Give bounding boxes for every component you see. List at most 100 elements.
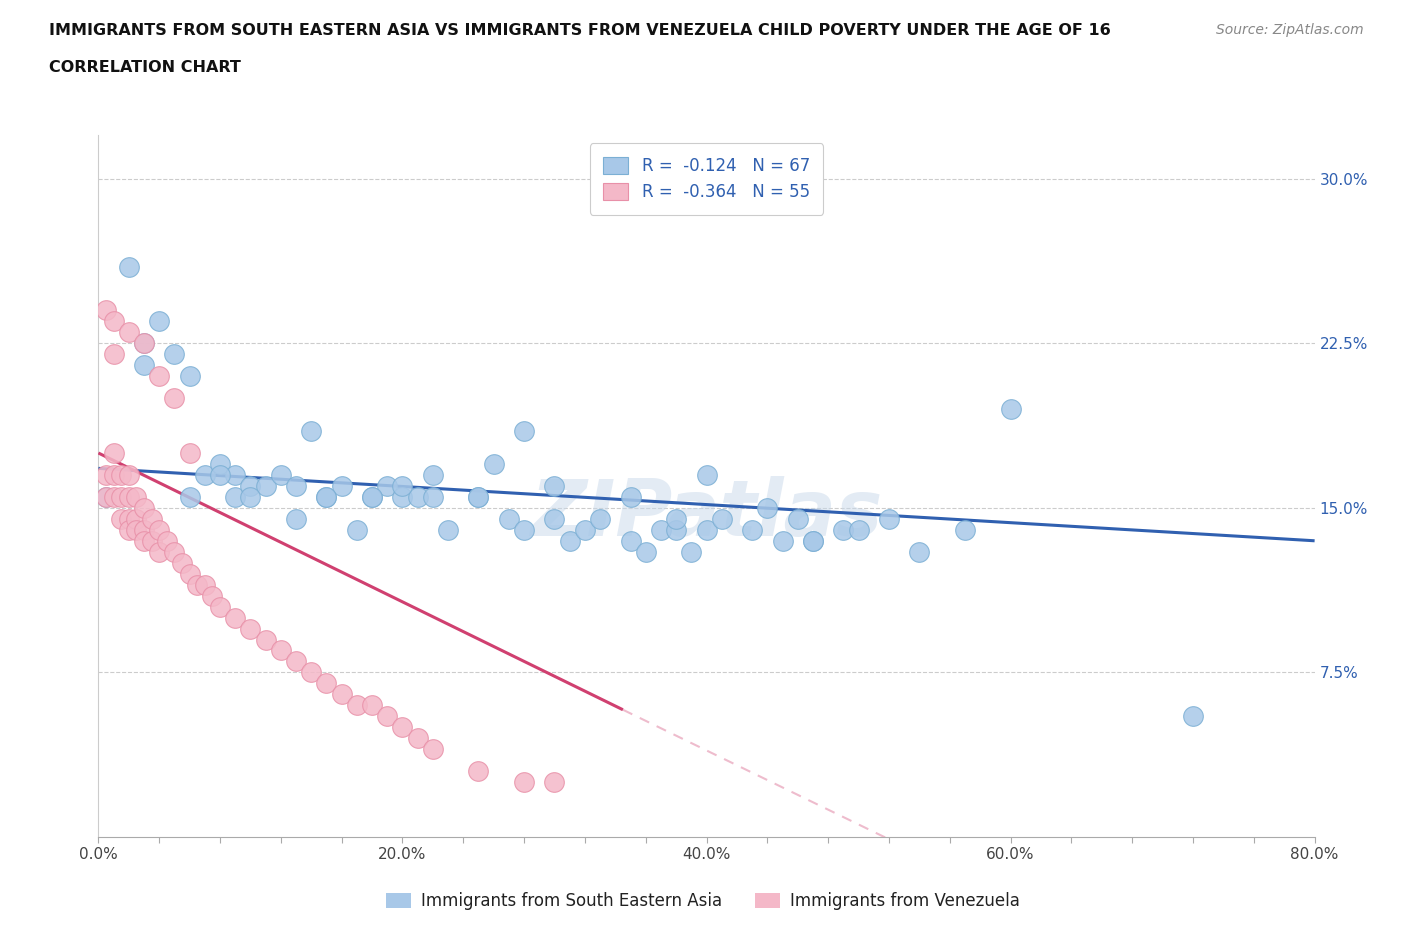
Point bbox=[953, 523, 976, 538]
Point bbox=[132, 358, 155, 373]
Point bbox=[148, 523, 170, 538]
Point bbox=[239, 489, 262, 504]
Point bbox=[285, 512, 308, 526]
Point bbox=[148, 369, 170, 384]
Point bbox=[254, 478, 277, 493]
Point bbox=[391, 720, 413, 735]
Legend: Immigrants from South Eastern Asia, Immigrants from Venezuela: Immigrants from South Eastern Asia, Immi… bbox=[380, 885, 1026, 917]
Point bbox=[391, 478, 413, 493]
Point bbox=[619, 489, 641, 504]
Point bbox=[467, 489, 489, 504]
Point bbox=[422, 742, 444, 757]
Point bbox=[665, 523, 688, 538]
Point bbox=[543, 512, 565, 526]
Point bbox=[315, 489, 337, 504]
Point bbox=[467, 489, 489, 504]
Point bbox=[148, 544, 170, 559]
Point bbox=[908, 544, 931, 559]
Point bbox=[132, 336, 155, 351]
Point bbox=[132, 500, 155, 515]
Point bbox=[239, 621, 262, 636]
Point bbox=[406, 731, 429, 746]
Point bbox=[103, 445, 125, 460]
Point bbox=[132, 523, 155, 538]
Point bbox=[186, 578, 208, 592]
Point bbox=[285, 654, 308, 669]
Point bbox=[270, 643, 292, 658]
Point bbox=[118, 325, 141, 339]
Point bbox=[179, 445, 201, 460]
Point bbox=[498, 512, 520, 526]
Point bbox=[224, 610, 246, 625]
Point bbox=[391, 489, 413, 504]
Point bbox=[315, 676, 337, 691]
Point bbox=[156, 533, 179, 548]
Point bbox=[589, 512, 612, 526]
Point bbox=[482, 457, 505, 472]
Point bbox=[132, 336, 155, 351]
Point bbox=[1000, 402, 1022, 417]
Point bbox=[543, 775, 565, 790]
Point bbox=[299, 424, 322, 439]
Point bbox=[118, 523, 141, 538]
Point bbox=[94, 489, 117, 504]
Point bbox=[209, 599, 232, 614]
Text: Source: ZipAtlas.com: Source: ZipAtlas.com bbox=[1216, 23, 1364, 37]
Point bbox=[201, 588, 224, 603]
Point bbox=[558, 533, 581, 548]
Point bbox=[406, 489, 429, 504]
Point bbox=[179, 566, 201, 581]
Text: ZIPatlas: ZIPatlas bbox=[530, 476, 883, 552]
Point bbox=[619, 533, 641, 548]
Point bbox=[224, 489, 246, 504]
Point bbox=[665, 512, 688, 526]
Point bbox=[148, 314, 170, 329]
Point bbox=[170, 555, 193, 570]
Point bbox=[696, 523, 718, 538]
Text: IMMIGRANTS FROM SOUTH EASTERN ASIA VS IMMIGRANTS FROM VENEZUELA CHILD POVERTY UN: IMMIGRANTS FROM SOUTH EASTERN ASIA VS IM… bbox=[49, 23, 1111, 38]
Point bbox=[270, 468, 292, 483]
Point bbox=[741, 523, 763, 538]
Point bbox=[346, 698, 368, 712]
Point bbox=[125, 523, 148, 538]
Point bbox=[94, 489, 117, 504]
Point bbox=[801, 533, 824, 548]
Point bbox=[132, 533, 155, 548]
Text: CORRELATION CHART: CORRELATION CHART bbox=[49, 60, 240, 75]
Point bbox=[94, 468, 117, 483]
Point bbox=[103, 314, 125, 329]
Point bbox=[209, 457, 232, 472]
Point bbox=[285, 478, 308, 493]
Point bbox=[361, 489, 384, 504]
Point bbox=[179, 369, 201, 384]
Point bbox=[118, 512, 141, 526]
Point bbox=[513, 775, 536, 790]
Point bbox=[375, 709, 398, 724]
Point bbox=[118, 259, 141, 274]
Point bbox=[361, 489, 384, 504]
Point bbox=[437, 523, 460, 538]
Point bbox=[103, 489, 125, 504]
Point bbox=[848, 523, 870, 538]
Point bbox=[239, 478, 262, 493]
Point bbox=[110, 468, 132, 483]
Point bbox=[877, 512, 900, 526]
Point bbox=[163, 391, 186, 405]
Point bbox=[315, 489, 337, 504]
Point bbox=[118, 489, 141, 504]
Point bbox=[756, 500, 779, 515]
Point bbox=[110, 489, 132, 504]
Point bbox=[513, 424, 536, 439]
Point bbox=[422, 489, 444, 504]
Point bbox=[772, 533, 794, 548]
Point bbox=[103, 347, 125, 362]
Point bbox=[103, 468, 125, 483]
Point bbox=[801, 533, 824, 548]
Point bbox=[163, 544, 186, 559]
Point bbox=[194, 578, 217, 592]
Point bbox=[786, 512, 808, 526]
Point bbox=[513, 523, 536, 538]
Point bbox=[467, 764, 489, 778]
Point bbox=[194, 468, 217, 483]
Point bbox=[299, 665, 322, 680]
